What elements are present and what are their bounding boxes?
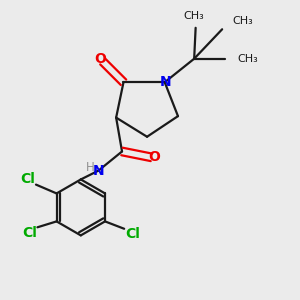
Text: Cl: Cl — [22, 226, 37, 240]
Text: Cl: Cl — [125, 227, 140, 241]
Text: N: N — [93, 164, 104, 178]
Text: CH₃: CH₃ — [238, 54, 258, 64]
Text: H: H — [86, 160, 94, 174]
Text: Cl: Cl — [20, 172, 35, 186]
Text: CH₃: CH₃ — [184, 11, 205, 21]
Text: O: O — [94, 52, 106, 66]
Text: CH₃: CH₃ — [232, 16, 253, 26]
Text: N: N — [160, 75, 171, 89]
Text: O: O — [148, 150, 160, 164]
